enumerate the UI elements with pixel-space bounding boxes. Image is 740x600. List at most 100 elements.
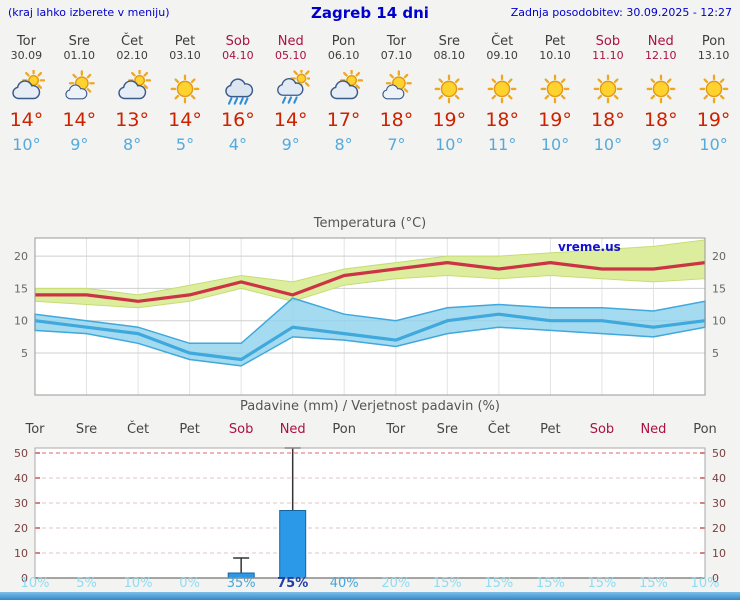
high-temperature: 18°	[591, 109, 625, 131]
precip-day-label: Čet	[126, 422, 150, 437]
day-name: Sre	[438, 34, 460, 49]
sun-icon	[430, 70, 468, 106]
precip-day-label: Sre	[75, 422, 98, 437]
day-date: 10.10	[539, 49, 571, 62]
sun-icon	[695, 70, 733, 106]
precip-day-label: Tor	[25, 422, 45, 437]
svg-text:10: 10	[14, 547, 28, 560]
svg-text:50: 50	[14, 447, 28, 460]
precipitation-day-labels: Tor Sre Čet Pet Sob Ned Pon Tor Sre Čet Pet Sob Ned P…	[0, 422, 740, 440]
day-date: 06.10	[327, 49, 360, 62]
low-temperature: 9°	[651, 135, 670, 154]
day-date: 03.10	[169, 49, 201, 62]
day-name: Ned	[277, 34, 304, 49]
high-temperature: 18°	[379, 109, 414, 131]
page-title: Zagreb 14 dni	[311, 4, 429, 22]
day-column: Tor 07.10 18° 7°	[370, 30, 423, 156]
svg-text:vreme.us: vreme.us	[558, 240, 621, 254]
precip-probability: 20%	[381, 576, 411, 591]
high-temperature: 14°	[62, 109, 97, 131]
day-name: Ned	[647, 34, 674, 49]
cloud-sun-icon	[113, 68, 152, 106]
low-temperature: 7°	[387, 135, 406, 154]
precip-day-label: Sob	[228, 422, 254, 437]
sun-icon	[589, 70, 627, 106]
day-date: 08.10	[433, 49, 466, 62]
day-column: Sob 04.10 16° 4°	[211, 30, 264, 156]
day-name: Pet	[174, 34, 196, 49]
day-name: Sre	[68, 34, 90, 49]
svg-text:10: 10	[14, 315, 28, 328]
day-column: Sob 11.10 18° 10°	[581, 30, 634, 156]
low-temperature: 8°	[334, 135, 353, 154]
temperature-chart: 5 5 10 10 15 15 20 20 vreme.us	[14, 237, 726, 396]
day-name: Pon	[701, 34, 726, 49]
svg-text:20: 20	[14, 250, 28, 263]
precip-day-label: Tor	[386, 422, 406, 437]
precip-day-label: Čet	[487, 422, 510, 437]
day-column: Pon 13.10 19° 10°	[687, 30, 740, 156]
high-temperature: 14°	[168, 109, 202, 131]
precipitation-chart-title: Padavine (mm) / Verjetnost padavin (%)	[240, 399, 500, 414]
day-name: Sob	[225, 34, 251, 49]
svg-text:5: 5	[21, 347, 28, 360]
svg-text:10: 10	[712, 315, 726, 328]
day-date: 01.10	[63, 49, 96, 62]
low-temperature: 10°	[699, 135, 728, 154]
low-temperature: 10°	[12, 135, 41, 154]
sun-cloud-icon	[377, 70, 415, 106]
day-name: Čet	[121, 34, 144, 49]
precipitation-chart: 0 0 10 10 20 20 30 30 40 40 50 50	[14, 447, 726, 582]
day-name: Tor	[386, 34, 406, 49]
day-date: 12.10	[644, 49, 677, 62]
low-temperature: 11°	[487, 135, 517, 154]
svg-text:10: 10	[712, 547, 726, 560]
svg-text:40: 40	[712, 472, 726, 485]
precip-day-label: Pet	[540, 422, 561, 437]
low-temperature: 4°	[228, 135, 247, 154]
svg-text:0: 0	[712, 572, 719, 582]
low-temperature: 10°	[435, 135, 464, 154]
low-temperature: 10°	[540, 135, 570, 154]
high-temperature: 19°	[432, 109, 467, 131]
precip-probability: 0%	[179, 576, 200, 591]
day-date: 13.10	[697, 49, 730, 62]
rain-icon	[219, 70, 257, 106]
svg-text:50: 50	[712, 447, 726, 460]
day-column: Čet 02.10 13° 8°	[106, 30, 159, 156]
high-temperature: 14°	[273, 109, 308, 131]
day-name: Pet	[544, 34, 566, 49]
svg-text:15: 15	[712, 282, 726, 295]
day-date: 02.10	[116, 49, 148, 62]
high-temperature: 17°	[326, 109, 361, 131]
high-temperature: 14°	[9, 109, 44, 131]
svg-text:15: 15	[14, 282, 28, 295]
high-temperature: 18°	[485, 109, 519, 131]
sun-cloud-icon	[60, 70, 98, 106]
day-column: Pet 10.10 19° 10°	[529, 30, 582, 156]
precip-probability: 10%	[123, 576, 153, 591]
precip-probability: 15%	[639, 576, 668, 591]
temperature-chart-title: Temperatura (°C)	[313, 216, 427, 231]
sun-icon	[536, 70, 574, 106]
precip-probability: 15%	[432, 576, 462, 591]
precip-probability: 15%	[484, 576, 514, 591]
svg-text:20: 20	[712, 522, 726, 535]
precip-day-label: Sre	[436, 422, 458, 437]
high-temperature: 13°	[115, 109, 149, 131]
high-temperature: 19°	[696, 109, 731, 131]
precip-probability: 40%	[329, 576, 359, 591]
day-date: 30.09	[10, 49, 43, 62]
precip-day-label: Pet	[179, 422, 200, 437]
high-temperature: 16°	[221, 109, 255, 131]
day-column: Ned 05.10 14° 9°	[264, 30, 317, 156]
low-temperature: 9°	[70, 135, 89, 154]
precip-day-label: Ned	[640, 422, 667, 437]
precip-probability: 75%	[277, 576, 309, 591]
cloud-sun-icon	[325, 68, 363, 106]
day-column: Čet 09.10 18° 11°	[476, 30, 529, 156]
svg-text:5: 5	[712, 347, 719, 360]
svg-text:20: 20	[14, 522, 28, 535]
day-name: Čet	[491, 34, 514, 49]
precip-day-label: Ned	[279, 422, 306, 437]
